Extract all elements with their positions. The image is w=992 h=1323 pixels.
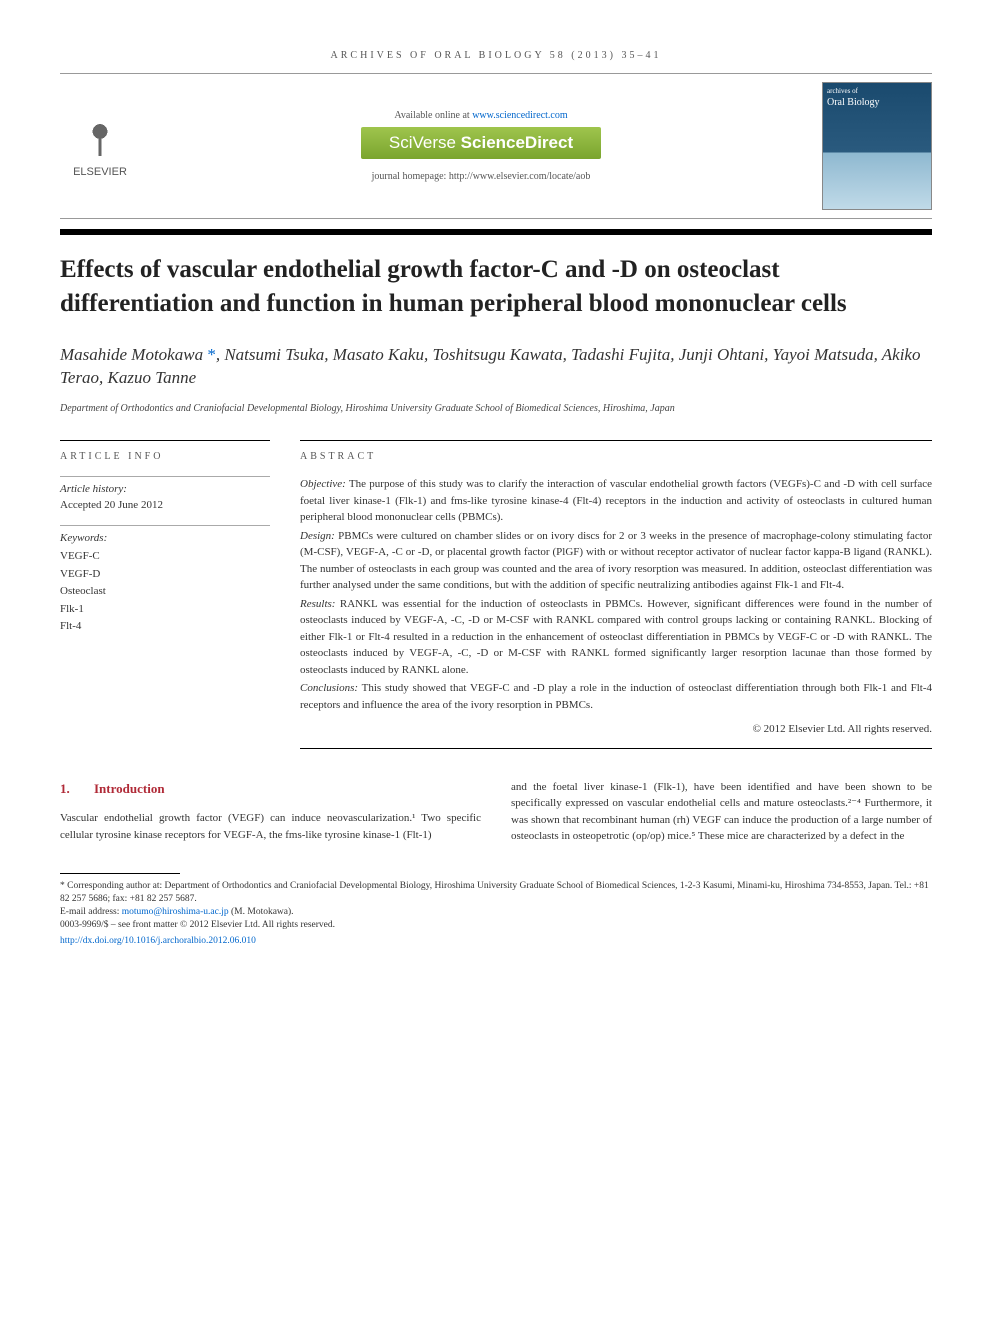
author-list: Masahide Motokawa *, Natsumi Tsuka, Masa… — [60, 343, 932, 391]
authors-part1: Masahide Motokawa — [60, 345, 207, 364]
results-label: Results: — [300, 598, 335, 610]
available-online-text: Available online at www.sciencedirect.co… — [140, 110, 822, 121]
abstract-design: Design: PBMCs were cultured on chamber s… — [300, 528, 932, 594]
available-prefix: Available online at — [394, 110, 472, 121]
article-info-column: ARTICLE INFO Article history: Accepted 2… — [60, 440, 270, 749]
keyword-item: Flt-4 — [60, 618, 270, 636]
copyright-line: © 2012 Elsevier Ltd. All rights reserved… — [300, 721, 932, 749]
page-container: ARCHIVES OF ORAL BIOLOGY 58 (2013) 35–41… — [0, 0, 992, 988]
issn-line: 0003-9969/$ – see front matter © 2012 El… — [60, 919, 932, 932]
article-info-heading: ARTICLE INFO — [60, 440, 270, 462]
objective-label: Objective: — [300, 478, 346, 490]
article-history-value: Accepted 20 June 2012 — [60, 499, 270, 511]
journal-homepage-text: journal homepage: http://www.elsevier.co… — [140, 171, 822, 182]
objective-text: The purpose of this study was to clarify… — [300, 478, 932, 523]
section-number: 1. — [60, 779, 94, 799]
elsevier-logo: ELSEVIER — [60, 114, 140, 178]
keywords-list: VEGF-C VEGF-D Osteoclast Flk-1 Flt-4 — [60, 548, 270, 636]
abstract-heading: ABSTRACT — [300, 440, 932, 462]
section-1-heading: 1.Introduction — [60, 779, 481, 799]
elsevier-tree-icon — [75, 114, 125, 164]
conclusions-label: Conclusions: — [300, 682, 358, 694]
author-email-link[interactable]: motumo@hiroshima-u.ac.jp — [122, 907, 229, 917]
info-abstract-row: ARTICLE INFO Article history: Accepted 2… — [60, 440, 932, 749]
cover-title-text: Oral Biology — [827, 97, 927, 108]
sciverse-badge: SciVerse ScienceDirect — [361, 127, 601, 159]
corresponding-author-marker[interactable]: * — [207, 345, 216, 364]
email-label: E-mail address: — [60, 907, 122, 917]
body-two-column: 1.Introduction Vascular endothelial grow… — [60, 779, 932, 845]
keyword-item: Flk-1 — [60, 601, 270, 619]
abstract-conclusions: Conclusions: This study showed that VEGF… — [300, 680, 932, 713]
abstract-results: Results: RANKL was essential for the ind… — [300, 596, 932, 679]
affiliation-text: Department of Orthodontics and Craniofac… — [60, 402, 932, 416]
title-rule — [60, 229, 932, 235]
sciverse-prefix: SciVerse — [389, 133, 461, 152]
footnote-rule — [60, 873, 180, 874]
conclusions-text: This study showed that VEGF-C and -D pla… — [300, 682, 932, 711]
publisher-banner: ELSEVIER Available online at www.science… — [60, 73, 932, 219]
doi-line: http://dx.doi.org/10.1016/j.archoralbio.… — [60, 935, 932, 948]
article-history-label: Article history: — [60, 476, 270, 495]
email-suffix: (M. Motokawa). — [229, 907, 294, 917]
email-footnote: E-mail address: motumo@hiroshima-u.ac.jp… — [60, 906, 932, 919]
corresponding-author-footnote: * Corresponding author at: Department of… — [60, 880, 932, 907]
article-title: Effects of vascular endothelial growth f… — [60, 253, 932, 321]
footnotes-block: * Corresponding author at: Department of… — [60, 880, 932, 948]
results-text: RANKL was essential for the induction of… — [300, 598, 932, 676]
keyword-item: VEGF-C — [60, 548, 270, 566]
cover-small-text: archives of — [827, 87, 858, 95]
abstract-column: ABSTRACT Objective: The purpose of this … — [300, 440, 932, 749]
elsevier-label: ELSEVIER — [73, 166, 127, 178]
intro-paragraph-left: Vascular endothelial growth factor (VEGF… — [60, 810, 481, 843]
banner-center: Available online at www.sciencedirect.co… — [140, 110, 822, 182]
design-text: PBMCs were cultured on chamber slides or… — [300, 530, 932, 592]
intro-paragraph-right: and the foetal liver kinase-1 (Flk-1), h… — [511, 779, 932, 845]
design-label: Design: — [300, 530, 335, 542]
section-title: Introduction — [94, 781, 165, 796]
body-column-left: 1.Introduction Vascular endothelial grow… — [60, 779, 481, 845]
sciencedirect-word: ScienceDirect — [461, 133, 573, 152]
journal-citation-header: ARCHIVES OF ORAL BIOLOGY 58 (2013) 35–41 — [60, 50, 932, 61]
keyword-item: VEGF-D — [60, 566, 270, 584]
journal-cover-thumbnail: archives of Oral Biology — [822, 82, 932, 210]
abstract-objective: Objective: The purpose of this study was… — [300, 476, 932, 526]
keyword-item: Osteoclast — [60, 583, 270, 601]
keywords-label: Keywords: — [60, 525, 270, 544]
abstract-body: Objective: The purpose of this study was… — [300, 476, 932, 749]
sciencedirect-link[interactable]: www.sciencedirect.com — [472, 110, 567, 121]
doi-link[interactable]: http://dx.doi.org/10.1016/j.archoralbio.… — [60, 936, 256, 946]
body-column-right: and the foetal liver kinase-1 (Flk-1), h… — [511, 779, 932, 845]
